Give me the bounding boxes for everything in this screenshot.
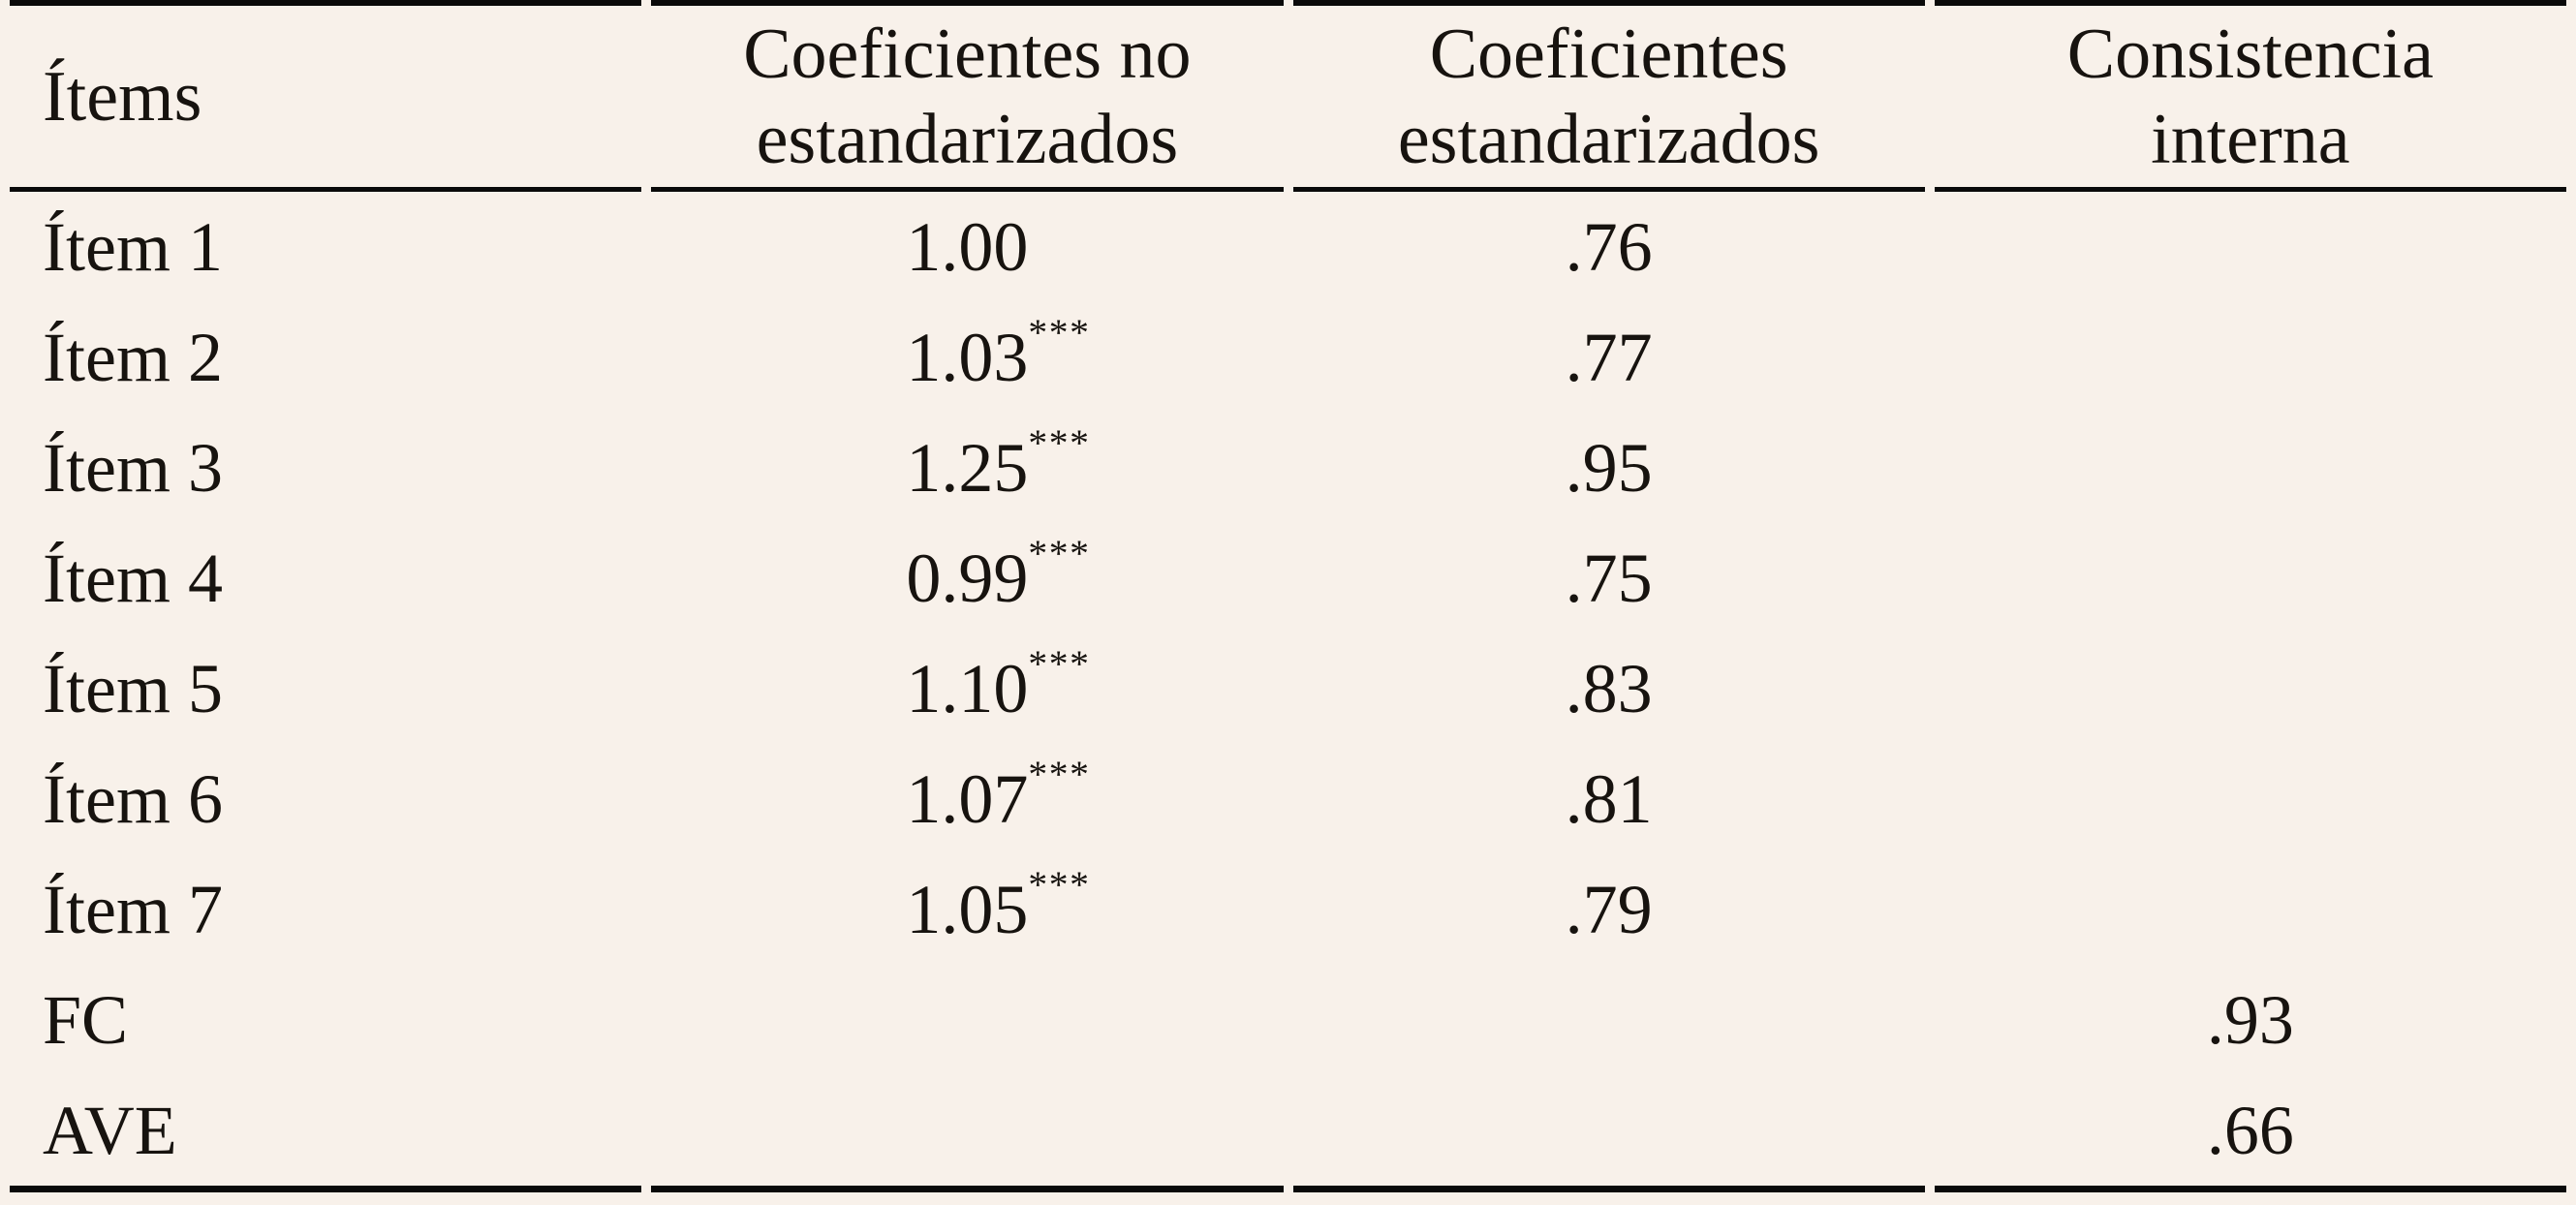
header-row: Ítems Coeficientes no estandarizados Coe… [10, 0, 2566, 192]
internal-consistency-cell: .66 [1934, 1075, 2566, 1192]
header-unstd-line1: Coeficientes no [743, 14, 1192, 94]
internal-consistency-cell: .93 [2206, 981, 2294, 1059]
unstandardized-value: 1.07 [906, 760, 1029, 838]
unstandardized-cell [651, 1075, 1284, 1192]
header-unstandardized-coefficients: Coeficientes no estandarizados [651, 0, 1284, 192]
internal-consistency-cell [1935, 633, 2566, 744]
unstandardized-value: 1.05 [906, 871, 1029, 948]
table-row-ave: AVE .66 [10, 1075, 2566, 1192]
significance-stars: *** [1028, 532, 1091, 575]
standardized-cell: .81 [1565, 760, 1653, 838]
table-row-fc: FC .93 [10, 965, 2566, 1075]
unstandardized-value: 1.00 [906, 208, 1029, 286]
item-label-cell: Ítem 5 [43, 650, 223, 727]
internal-consistency-cell [1935, 523, 2566, 633]
unstandardized-cell: 1.07 *** [651, 744, 1283, 854]
unstandardized-value: 0.99 [906, 540, 1029, 617]
significance-stars: *** [1028, 311, 1091, 355]
item-label-cell: Ítem 7 [43, 871, 223, 948]
unstandardized-cell: 1.03 *** [651, 302, 1283, 413]
item-label-cell: Ítem 6 [43, 760, 223, 838]
item-label-cell: Ítem 1 [43, 208, 223, 286]
item-label-cell: AVE [10, 1075, 642, 1192]
significance-stars: *** [1028, 753, 1091, 796]
internal-consistency-cell [1935, 854, 2566, 965]
unstandardized-cell: 0.99 *** [651, 523, 1283, 633]
standardized-cell: .79 [1565, 871, 1653, 948]
header-std-line1: Coeficientes [1429, 14, 1788, 94]
header-items-label: Ítems [43, 56, 202, 137]
table-row-item-6: Ítem 6 1.07 *** .81 [10, 744, 2566, 854]
header-std-line2: estandarizados [1397, 99, 1820, 179]
standardized-cell: .76 [1565, 208, 1653, 286]
standardized-cell: .75 [1565, 540, 1653, 617]
standardized-cell [1292, 1075, 1925, 1192]
table-row-item-1: Ítem 1 1.00 .76 [10, 192, 2566, 302]
table-row-item-2: Ítem 2 1.03 *** .77 [10, 302, 2566, 413]
unstandardized-cell: 1.10 *** [651, 633, 1283, 744]
header-internal-line1: Consistencia [2066, 14, 2434, 94]
item-label-cell: FC [43, 981, 129, 1059]
header-internal-line2: interna [2151, 99, 2350, 179]
header-internal-consistency: Consistencia interna [1934, 0, 2566, 192]
item-label-cell: Ítem 3 [43, 429, 223, 507]
significance-stars: *** [1028, 642, 1091, 686]
unstandardized-value: 1.25 [906, 429, 1029, 507]
internal-consistency-cell [1935, 302, 2566, 413]
significance-stars: *** [1028, 421, 1091, 465]
header-unstd-line2: estandarizados [756, 99, 1179, 179]
unstandardized-cell: 1.00 [651, 192, 1283, 302]
unstandardized-cell: 1.25 *** [651, 413, 1283, 523]
table-row-item-3: Ítem 3 1.25 *** .95 [10, 413, 2566, 523]
unstandardized-cell: 1.05 *** [651, 854, 1283, 965]
unstandardized-value: 1.10 [906, 650, 1029, 727]
significance-stars: *** [1028, 863, 1091, 907]
standardized-cell [1293, 965, 1925, 1075]
internal-consistency-cell [1935, 744, 2566, 854]
table-row-item-7: Ítem 7 1.05 *** .79 [10, 854, 2566, 965]
unstandardized-value: 1.03 [906, 319, 1029, 396]
item-label-cell: Ítem 2 [43, 319, 223, 396]
header-standardized-coefficients: Coeficientes estandarizados [1292, 0, 1925, 192]
internal-consistency-cell [1935, 192, 2566, 302]
standardized-cell: .83 [1565, 650, 1653, 727]
table-row-item-4: Ítem 4 0.99 *** .75 [10, 523, 2566, 633]
standardized-cell: .95 [1565, 429, 1653, 507]
unstandardized-cell [651, 965, 1283, 1075]
header-items: Ítems [10, 0, 642, 192]
standardized-cell: .77 [1565, 319, 1653, 396]
table-row-item-5: Ítem 5 1.10 *** .83 [10, 633, 2566, 744]
item-label-cell: Ítem 4 [43, 540, 223, 617]
internal-consistency-cell [1935, 413, 2566, 523]
